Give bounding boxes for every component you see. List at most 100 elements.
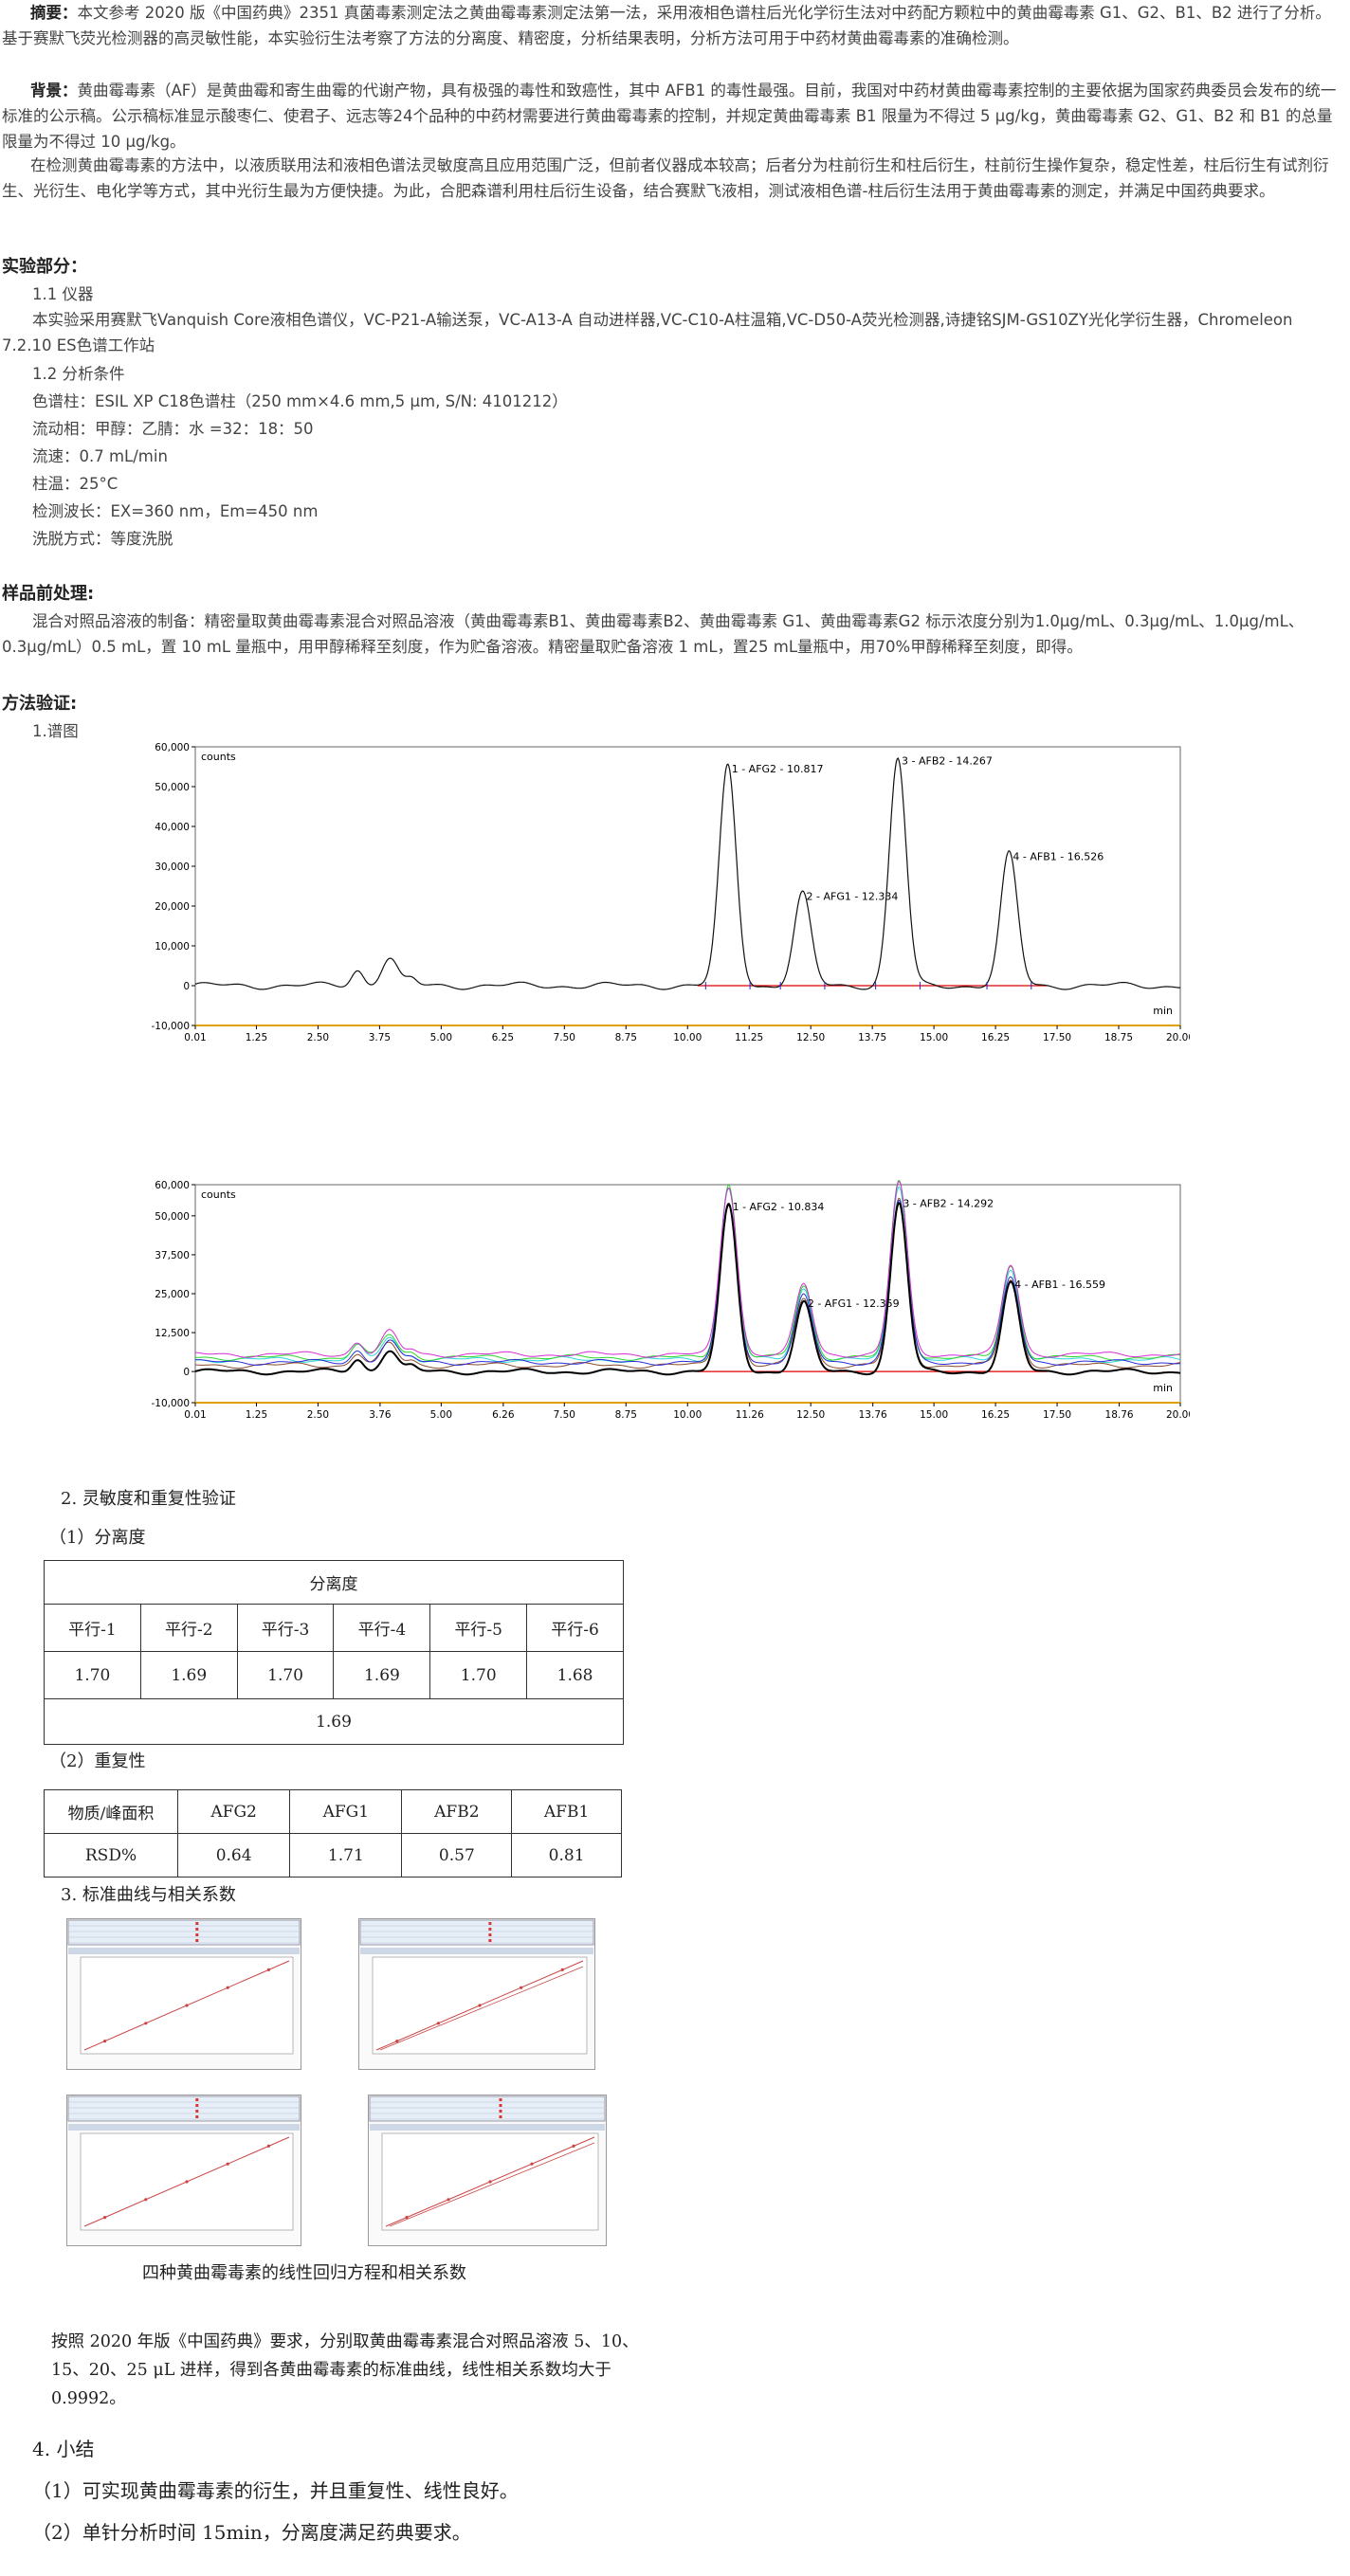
x-tick-label: 5.00 <box>430 1409 452 1421</box>
thumb-point <box>478 2004 482 2007</box>
background-text-1: 黄曲霉毒素（AF）是黄曲霉和寄生曲霉的代谢产物，具有极强的毒性和致癌性，其中 A… <box>2 82 1337 151</box>
y-tick-label: 30,000 <box>155 862 190 873</box>
sample-text: 混合对照品溶液的制备：精密量取黄曲霉毒素混合对照品溶液（黄曲霉毒素B1、黄曲霉毒… <box>2 612 1304 656</box>
x-tick-label: 12.50 <box>796 1032 825 1043</box>
thumb-fit-line <box>389 2142 595 2227</box>
table-header-cell: 物质/峰面积 <box>44 1789 178 1834</box>
y-tick-label: 0 <box>183 981 190 992</box>
abstract-label: 摘要： <box>30 4 78 22</box>
y-tick-label: 0 <box>183 1367 190 1378</box>
peak-label: 3 - AFB2 - 14.292 <box>903 1198 994 1210</box>
y-tick-label: 20,000 <box>155 901 190 913</box>
thumb-point <box>103 2216 107 2220</box>
x-tick-label: 12.50 <box>796 1409 825 1421</box>
y-axis-label: counts <box>201 1188 236 1201</box>
peak-label: 1 - AFG2 - 10.834 <box>733 1201 825 1213</box>
summary-item: （2）单针分析时间 15min，分离度满足药典要求。 <box>32 2521 471 2544</box>
x-tick-label: 1.25 <box>246 1032 267 1043</box>
thumb-point <box>560 1968 564 1971</box>
thumb-point <box>436 2022 440 2025</box>
thumb-table-mark <box>488 1933 492 1936</box>
x-tick-label: 6.25 <box>492 1032 514 1043</box>
thumb-point <box>530 2162 534 2166</box>
chromatogram-single: 2025032601 #7黄曲霉毒素Emission_1 360 nm /450… <box>142 732 1190 1054</box>
thumb-table-mark <box>499 2110 502 2113</box>
thumb-point <box>520 1986 523 1989</box>
y-tick-label: 12,500 <box>155 1328 190 1339</box>
x-tick-label: 2.50 <box>307 1409 329 1421</box>
y-tick-label: 60,000 <box>155 1180 190 1191</box>
abstract: 摘要：本文参考 2020 版《中国药典》2351 真菌毒素测定法之黄曲霉毒素测定… <box>2 0 1339 51</box>
thumb-table-mark <box>195 2104 199 2107</box>
x-tick-label: 2.50 <box>307 1032 329 1043</box>
sensitivity-title: 2. 灵敏度和重复性验证 <box>61 1489 236 1509</box>
table-header-cell: AFB2 <box>401 1789 513 1834</box>
thumb-table-mark <box>195 2115 199 2118</box>
thumb-plot-header <box>68 1948 300 1954</box>
thumb-fit-line <box>379 1966 584 2051</box>
x-tick-label: 20.00 <box>1166 1409 1190 1421</box>
table-cell: 1.68 <box>526 1651 624 1699</box>
background-label: 背景： <box>30 82 78 100</box>
calibration-plot-2 <box>358 1918 595 2070</box>
y-tick-label: 10,000 <box>155 941 190 952</box>
x-tick-label: 0.01 <box>184 1409 206 1421</box>
instrument-title: 1.1 仪器 <box>32 285 94 303</box>
thumb-point <box>103 2040 107 2043</box>
peak-label: 2 - AFG1 - 12.334 <box>807 890 899 902</box>
table-header-cell: 平行-4 <box>333 1604 431 1652</box>
y-tick-label: 37,500 <box>155 1250 190 1261</box>
condition-elution: 洗脱方式：等度洗脱 <box>32 530 173 548</box>
table-header-cell: 平行-5 <box>429 1604 528 1652</box>
thumb-table-mark <box>488 1928 492 1931</box>
thumb-plot-header <box>68 2124 300 2131</box>
x-tick-label: 8.75 <box>615 1032 637 1043</box>
trace <box>194 1202 1181 1376</box>
condition-wavelength: 检测波长：EX=360 nm，Em=450 nm <box>32 502 319 520</box>
thumb-point <box>395 2040 399 2043</box>
x-tick-label: 18.75 <box>1104 1032 1133 1043</box>
calibration-plot-4 <box>368 2095 607 2246</box>
table-header-cell: AFG1 <box>289 1789 403 1834</box>
calibration-plot-1 <box>66 1918 301 2070</box>
thumb-table <box>359 1919 594 1946</box>
instrument-text: 本实验采用赛默飞Vanquish Core液相色谱仪，VC-P21-A输送泵，V… <box>2 311 1293 354</box>
x-axis-label: min <box>1153 1382 1173 1394</box>
x-tick-label: 15.00 <box>920 1032 948 1043</box>
summary-item: （1）可实现黄曲霉毒素的衍生，并且重复性、线性良好。 <box>32 2479 519 2502</box>
x-tick-label: 0.01 <box>184 1032 206 1043</box>
thumb-point <box>144 2198 148 2202</box>
table-header-cell: AFG2 <box>176 1789 291 1834</box>
x-tick-label: 5.00 <box>430 1032 452 1043</box>
thumb-point <box>266 2144 270 2148</box>
x-tick-label: 11.26 <box>736 1409 764 1421</box>
peak-label: 3 - AFB2 - 14.267 <box>902 755 993 768</box>
resolution-table-header: 分离度 <box>44 1560 624 1605</box>
y-tick-label: 25,000 <box>155 1289 190 1300</box>
thumb-plot-header <box>370 2124 605 2131</box>
y-tick-label: 60,000 <box>155 742 190 753</box>
table-cell: 1.70 <box>44 1651 141 1699</box>
x-tick-label: 13.76 <box>859 1409 887 1421</box>
resolution-subtitle: （1）分离度 <box>49 1528 146 1548</box>
thumb-table <box>369 2095 606 2122</box>
background-para-2: 在检测黄曲霉毒素的方法中，以液质联用法和液相色谱法灵敏度高且应用范围广泛，但前者… <box>2 156 1329 200</box>
thumb-point <box>226 2162 229 2166</box>
table-cell: 0.81 <box>511 1833 622 1878</box>
thumb-point <box>488 2180 492 2184</box>
y-tick-label: 50,000 <box>155 1211 190 1223</box>
thumb-table-mark <box>195 1928 199 1931</box>
summary-title: 4. 小结 <box>32 2438 95 2460</box>
calibration-title: 3. 标准曲线与相关系数 <box>61 1885 236 1905</box>
abstract-text: 本文参考 2020 版《中国药典》2351 真菌毒素测定法之黄曲霉毒素测定法第一… <box>2 4 1331 47</box>
resolution-table: 分离度 平行-1 平行-2 平行-3 平行-4 平行-5 平行-6 1.70 1… <box>44 1560 624 1745</box>
trace <box>194 1181 1181 1358</box>
table-cell: 1.70 <box>429 1651 528 1699</box>
thumb-table-mark <box>499 2115 502 2118</box>
experiment-heading: 实验部分： <box>2 257 87 277</box>
chromatogram-label: 1.谱图 <box>32 722 79 740</box>
thumb-table-mark <box>499 2098 502 2101</box>
x-tick-label: 16.25 <box>981 1032 1010 1043</box>
thumb-point <box>144 2022 148 2025</box>
thumb-point <box>572 2144 575 2148</box>
